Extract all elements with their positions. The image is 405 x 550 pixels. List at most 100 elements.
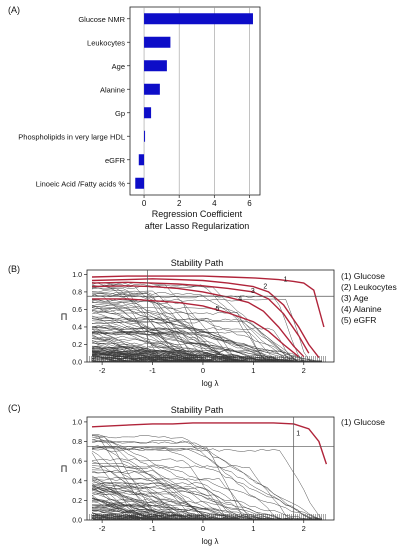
zero-band-mark xyxy=(107,514,108,520)
zero-band-mark xyxy=(197,356,198,362)
background-path xyxy=(92,434,322,521)
zero-band-mark xyxy=(279,514,280,520)
bar-plot-frame xyxy=(129,6,261,196)
zero-band-mark xyxy=(321,514,322,520)
panel-b: (B) Stability Path 1 2 3 4 5 -2 -1 0 1 2 0.0 0.2 0.… xyxy=(8,258,397,388)
y-tick-label: 0.6 xyxy=(72,307,82,314)
zero-band-mark xyxy=(131,514,132,520)
zero-band-mark xyxy=(91,514,92,520)
legend-entry: (1) Glucose xyxy=(341,271,385,281)
zero-band-mark xyxy=(167,356,168,362)
zero-band-mark xyxy=(301,356,302,362)
zero-band-mark xyxy=(261,514,262,520)
zero-band-mark xyxy=(215,514,216,520)
zero-band-mark xyxy=(121,356,122,362)
x-tick-label: 1 xyxy=(251,524,255,533)
zero-band-mark xyxy=(161,356,162,362)
bar-x-ticks: 0 2 4 6 xyxy=(142,195,252,208)
zero-band-mark xyxy=(315,514,316,520)
legend-c: (1) Glucose xyxy=(341,417,385,427)
zero-band-mark xyxy=(141,356,142,362)
y-tick-label: 0.4 xyxy=(72,478,82,485)
x-axis-label-b: log λ xyxy=(202,379,219,388)
zero-band-mark xyxy=(237,514,238,520)
bar-category-label: Linoeic Acid /Fatty acids % xyxy=(36,179,126,188)
zero-band-mark xyxy=(267,514,268,520)
zero-band-mark xyxy=(187,514,188,520)
zero-band-mark xyxy=(271,514,272,520)
y-tick-label: 0.8 xyxy=(72,289,82,296)
zero-band-mark xyxy=(269,514,270,520)
background-path xyxy=(91,440,322,521)
zero-band-mark xyxy=(277,356,278,362)
x-tick-label: -2 xyxy=(99,524,106,533)
zero-band-mark xyxy=(209,514,210,520)
zero-band-mark xyxy=(203,514,204,520)
zero-band-mark xyxy=(207,356,208,362)
zero-band-mark xyxy=(185,356,186,362)
zero-band-mark xyxy=(129,514,130,520)
zero-band-mark xyxy=(211,514,212,520)
zero-band-mark xyxy=(189,356,190,362)
path-number-label: 1 xyxy=(284,276,288,283)
zero-band-mark xyxy=(251,514,252,520)
background-path xyxy=(91,446,322,521)
axes-b: -2 -1 0 1 2 0.0 0.2 0.4 0.6 0.8 1.0 xyxy=(72,270,334,375)
zero-band-mark xyxy=(135,356,136,362)
zero-band-mark xyxy=(165,514,166,520)
y-tick-label: 0.6 xyxy=(72,459,82,466)
y-tick-label: 1.0 xyxy=(72,419,82,426)
zero-band-mark xyxy=(231,356,232,362)
zero-band-mark xyxy=(225,514,226,520)
zero-band-mark xyxy=(97,514,98,520)
zero-band-mark xyxy=(223,356,224,362)
zero-band-mark xyxy=(317,514,318,520)
zero-band-mark xyxy=(245,356,246,362)
zero-band-mark xyxy=(151,356,152,362)
zero-band-mark xyxy=(111,514,112,520)
zero-band-mark xyxy=(167,514,168,520)
zero-band-mark xyxy=(307,514,308,520)
background-path xyxy=(91,320,322,363)
zero-band-mark xyxy=(323,356,324,362)
zero-band-mark xyxy=(209,356,210,362)
bar-x-tick-label: 4 xyxy=(212,199,217,208)
zero-band-mark xyxy=(125,356,126,362)
background-path xyxy=(91,465,323,521)
zero-band-mark xyxy=(241,356,242,362)
stability-path-title-c: Stability Path xyxy=(171,405,224,415)
zero-band-mark xyxy=(263,356,264,362)
bar-x-axis-label: Regression Coefficient xyxy=(152,209,243,219)
path-number-label: 1 xyxy=(296,431,300,438)
zero-band-mark xyxy=(239,514,240,520)
zero-band-mark xyxy=(187,356,188,362)
zero-band-mark xyxy=(165,356,166,362)
zero-band-mark xyxy=(241,514,242,520)
zero-band-mark xyxy=(223,514,224,520)
x-tick-label: 1 xyxy=(251,366,255,375)
zero-band-mark xyxy=(321,356,322,362)
zero-band-mark xyxy=(197,514,198,520)
zero-band-mark xyxy=(107,356,108,362)
zero-band-mark xyxy=(261,356,262,362)
panel-a: (A) Glucose NMR Leukocytes Age Alanine Gp Pho… xyxy=(8,5,261,231)
legend-entry: (2) Leukocytes xyxy=(341,282,397,292)
zero-band-mark xyxy=(99,514,100,520)
zero-band-mark xyxy=(105,514,106,520)
zero-band-mark xyxy=(145,356,146,362)
zero-band-mark xyxy=(101,514,102,520)
y-tick-label: 0.0 xyxy=(72,518,82,525)
zero-band-mark xyxy=(319,514,320,520)
path-number-label: 4 xyxy=(238,296,242,303)
bar-4 xyxy=(144,107,152,119)
panel-label-c: (C) xyxy=(8,403,21,413)
zero-band-mark xyxy=(153,514,154,520)
panel-c: (C) Stability Path 1 -2 -1 0 1 2 0.0 0.2 0.4 0.6… xyxy=(8,403,385,546)
zero-band-mark xyxy=(239,356,240,362)
zero-band-mark xyxy=(287,356,288,362)
zero-band-mark xyxy=(237,356,238,362)
zero-band-mark xyxy=(317,356,318,362)
zero-band-mark xyxy=(183,514,184,520)
zero-band-mark xyxy=(291,514,292,520)
bar-category-label: Gp xyxy=(115,109,125,118)
